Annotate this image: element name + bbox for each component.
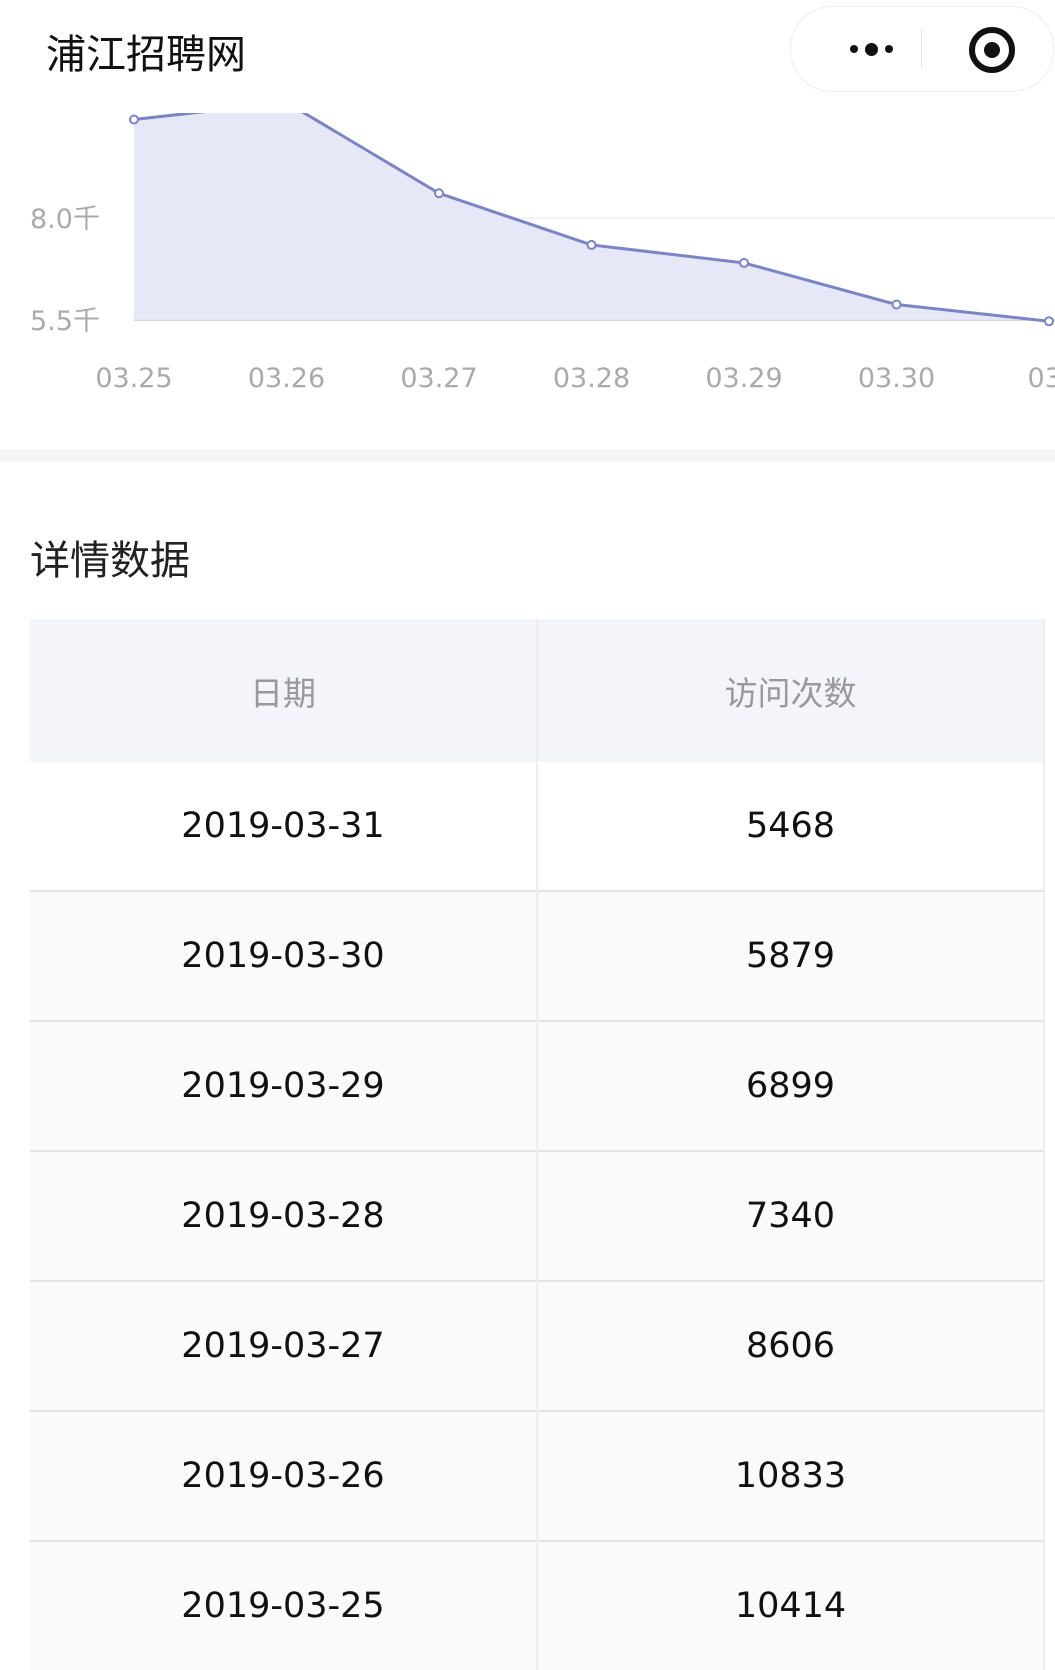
visits-cell: 7340 — [537, 1150, 1045, 1281]
date-cell: 2019-03-26 — [30, 1410, 538, 1541]
x-tick-label: 03.27 — [400, 363, 477, 394]
area-fill — [134, 102, 1049, 322]
section-title: 详情数据 — [30, 538, 190, 584]
table-row: 2019-03-28 7340 — [30, 1150, 1045, 1281]
date-cell: 2019-03-28 — [30, 1150, 538, 1281]
x-tick-label: 03.28 — [553, 363, 630, 394]
data-point — [129, 114, 139, 125]
data-point — [739, 257, 749, 268]
section-divider — [0, 449, 1055, 462]
y-tick-label: 5.5千 — [30, 306, 100, 337]
visits-cell: 5879 — [537, 890, 1045, 1021]
visits-cell: 5468 — [537, 762, 1045, 891]
x-tick-label: 03.25 — [95, 363, 172, 394]
nav-bar: 浦江招聘网 — [0, 0, 1055, 113]
date-cell: 2019-03-27 — [30, 1280, 538, 1411]
more-dots-icon[interactable] — [831, 29, 911, 69]
capsule-menu — [790, 6, 1054, 92]
x-tick-label: 03. — [1028, 363, 1055, 394]
data-point — [891, 299, 902, 310]
target-circle-icon[interactable] — [969, 27, 1015, 73]
visits-cell: 10833 — [537, 1410, 1045, 1541]
table-row: 2019-03-30 5879 — [30, 890, 1045, 1021]
capsule-divider — [921, 29, 922, 69]
table-row: 2019-03-29 6899 — [30, 1020, 1045, 1151]
column-header-visits: 访问次数 — [537, 619, 1045, 762]
app-title: 浦江招聘网 — [46, 32, 246, 78]
details-table: 日期 访问次数 2019-03-31 5468 2019-03-30 5879 2019… — [30, 619, 1045, 1670]
date-cell: 2019-03-31 — [30, 762, 538, 891]
visits-line-chart: 5.5千 8.0千 03.25 03.26 03.27 03.28 03.29 03.30 03… — [30, 97, 1055, 394]
table-row: 2019-03-31 5468 — [30, 762, 1045, 891]
x-tick-label: 03.29 — [705, 363, 782, 394]
date-cell: 2019-03-30 — [30, 890, 538, 1021]
data-point — [434, 188, 444, 199]
table-row: 2019-03-25 10414 — [30, 1540, 1045, 1670]
table-row: 2019-03-27 8606 — [30, 1280, 1045, 1411]
data-point — [1044, 316, 1054, 327]
date-cell: 2019-03-29 — [30, 1020, 538, 1151]
visits-cell: 10414 — [537, 1540, 1045, 1670]
visits-cell: 6899 — [537, 1020, 1045, 1151]
data-point — [586, 239, 597, 250]
date-cell: 2019-03-25 — [30, 1540, 538, 1670]
table-row: 2019-03-26 10833 — [30, 1410, 1045, 1541]
x-tick-label: 03.30 — [858, 363, 935, 394]
column-header-date: 日期 — [30, 619, 538, 762]
y-tick-label: 8.0千 — [30, 204, 100, 235]
visits-cell: 8606 — [537, 1280, 1045, 1411]
x-tick-label: 03.26 — [248, 363, 325, 394]
